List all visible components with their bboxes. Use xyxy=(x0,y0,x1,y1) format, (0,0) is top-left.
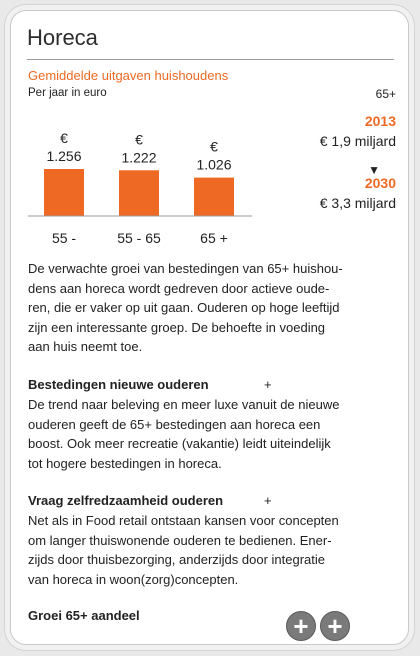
section-heading-zelfredzaamheid: Vraag zelfredzaamheid ouderen xyxy=(28,493,224,508)
section-line: De trend naar beleving en meer luxe vanu… xyxy=(28,397,340,412)
plus-button-2[interactable]: + xyxy=(320,611,350,641)
down-arrow-icon: ▼ xyxy=(368,163,380,177)
section-line: tot hogere bestedingen in horeca. xyxy=(28,455,222,471)
intro-line: aan huis neemt toe. xyxy=(28,339,143,354)
section-heading-nieuwe-ouderen: Bestedingen nieuwe ouderen xyxy=(28,377,209,392)
amount-from: € 1,9 miljard xyxy=(319,133,396,149)
spending-bar-chart: €1.256 55 - €1.222 55 - 65 €1.026 65 + xyxy=(28,130,252,246)
title-divider xyxy=(27,59,394,60)
section-line: om langer thuiswonende ouderen te bedien… xyxy=(28,532,332,548)
chart-subtitle: Gemiddelde uitgaven huishoudens xyxy=(28,68,229,83)
bar xyxy=(119,170,159,216)
expand-plus-icon[interactable]: + xyxy=(264,493,272,508)
section-text-zelfredzaamheid: Net als in Food retail ontstaan kansen v… xyxy=(28,511,400,589)
bar-currency-label: € xyxy=(210,139,218,155)
category-tick-label: 55 - 65 xyxy=(117,230,161,246)
bar-currency-label: € xyxy=(135,131,143,147)
intro-text: De verwachte groei van bestedingen van 6… xyxy=(28,259,400,357)
intro-line: dens aan horeca wordt gedreven door acti… xyxy=(28,280,330,296)
year-to: 2030 xyxy=(364,175,396,191)
section-line: boost. Ook meer recreatie (vakantie) lei… xyxy=(28,436,331,451)
footer-heading: Groei 65+ aandeel xyxy=(28,608,140,623)
intro-line: De verwachte groei van bestedingen van 6… xyxy=(28,261,343,276)
age-group-label: 65+ xyxy=(375,87,396,101)
bar-value-label: 1.026 xyxy=(196,157,231,173)
amount-to: € 3,3 miljard xyxy=(319,195,396,211)
card-title: Horeca xyxy=(27,25,98,50)
category-tick-label: 65 + xyxy=(200,230,228,246)
bar xyxy=(44,169,84,216)
intro-line: zijn een interessante groep. De behoefte… xyxy=(28,319,326,335)
bar-value-label: 1.222 xyxy=(121,149,156,165)
section-line: ouderen geeft de 65+ bestedingen aan hor… xyxy=(28,416,321,432)
category-tick-label: 55 - xyxy=(52,230,76,246)
section-line: Net als in Food retail ontstaan kansen v… xyxy=(28,513,339,528)
section-line: van horeca in woon(zorg)concepten. xyxy=(28,571,239,587)
bar-currency-label: € xyxy=(60,130,68,146)
chart-unit: Per jaar in euro xyxy=(28,87,107,99)
horeca-card: Horeca Gemiddelde uitgaven huishoudens P… xyxy=(10,10,409,645)
expand-plus-icon[interactable]: + xyxy=(264,377,272,392)
section-line: zijds door thuisbezorging, anderzijds do… xyxy=(28,552,326,567)
year-from: 2013 xyxy=(364,113,396,129)
plus-button-1[interactable]: + xyxy=(286,611,316,641)
bar xyxy=(194,177,234,216)
intro-line: ren, die er vaker op uit gaan. Ouderen o… xyxy=(28,300,340,315)
section-text-nieuwe-ouderen: De trend naar beleving en meer luxe vanu… xyxy=(28,395,400,473)
bar-value-label: 1.256 xyxy=(46,148,81,164)
